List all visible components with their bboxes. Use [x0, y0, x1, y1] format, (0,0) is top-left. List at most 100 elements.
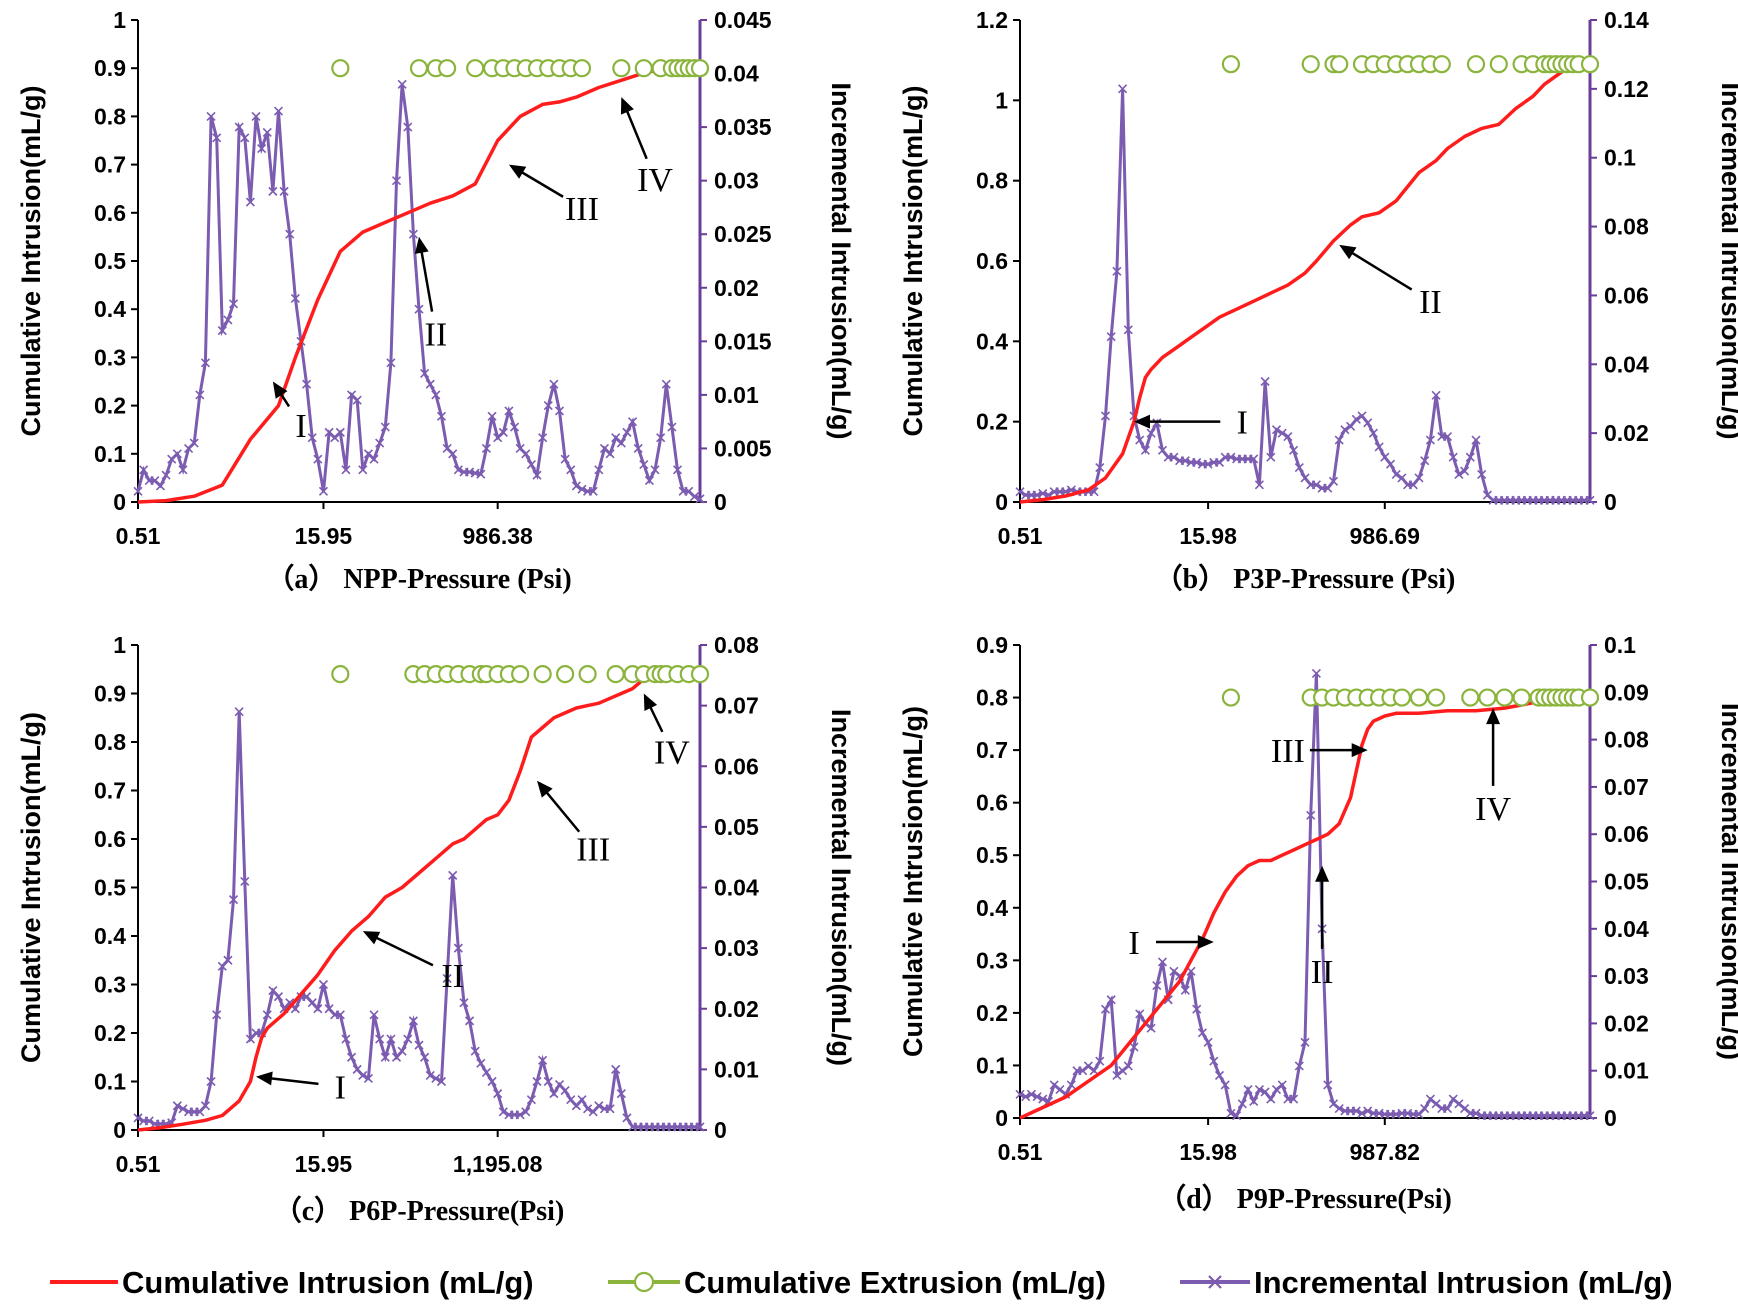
incremental-intrusion-point — [1351, 1106, 1361, 1116]
left-tick-label: 1.2 — [976, 7, 1008, 33]
incremental-intrusion-point — [1157, 957, 1168, 967]
cumulative-extrusion-point — [612, 59, 631, 78]
left-tick-label: 1 — [113, 7, 126, 33]
incremental-intrusion-point — [1448, 452, 1458, 462]
incremental-intrusion-point — [476, 1058, 486, 1068]
incremental-intrusion-point — [1254, 1085, 1264, 1095]
annotation-arrowhead — [256, 1071, 273, 1086]
right-tick-label: 0.01 — [714, 1056, 759, 1082]
left-tick-label: 0.8 — [94, 103, 126, 129]
left-axis-title: Cumulative Intrusion(mL/g) — [898, 86, 928, 437]
incremental-intrusion-point — [1021, 1092, 1031, 1102]
incremental-intrusion-point — [1471, 1108, 1481, 1118]
annotation-arrow — [625, 109, 648, 160]
incremental-intrusion-point — [1015, 1089, 1025, 1099]
incremental-intrusion-point — [369, 1010, 379, 1020]
incremental-intrusion-point — [414, 304, 424, 314]
right-tick-label: 0.04 — [714, 875, 759, 901]
incremental-intrusion-point — [290, 293, 300, 304]
x-tick-label: 0.51 — [998, 523, 1043, 549]
right-tick-label: 0.05 — [1604, 869, 1649, 895]
cumulative-extrusion-point — [438, 59, 457, 78]
left-axis-title: Cumulative Intrusion(mL/g) — [898, 706, 928, 1057]
right-tick-label: 0.08 — [1604, 727, 1649, 753]
incremental-intrusion-point — [397, 79, 407, 89]
incremental-intrusion-point — [1032, 490, 1042, 500]
incremental-intrusion-point — [627, 417, 638, 427]
incremental-intrusion-line — [137, 711, 700, 1129]
left-tick-label: 0.3 — [94, 344, 126, 370]
panel-caption: （a） NPP-Pressure (Psi) — [266, 562, 571, 595]
incremental-intrusion-point — [240, 133, 250, 143]
left-tick-label: 0.1 — [976, 1052, 1008, 1078]
right-tick-label: 0.14 — [1604, 7, 1649, 33]
incremental-intrusion-point — [1323, 1080, 1333, 1090]
incremental-intrusion-point — [234, 122, 244, 132]
left-tick-label: 0.2 — [976, 1000, 1008, 1026]
incremental-intrusion-point — [1197, 1028, 1207, 1038]
right-tick-label: 0.04 — [1604, 916, 1649, 942]
annotation-arrowhead — [1339, 244, 1357, 260]
incremental-intrusion-point — [543, 401, 553, 411]
legend: Cumulative Intrusion (mL/g) Cumulative Ex… — [50, 1265, 1673, 1300]
incremental-intrusion-point — [436, 411, 447, 421]
incremental-intrusion-point — [375, 1034, 385, 1044]
incremental-intrusion-point — [1203, 459, 1213, 469]
incremental-intrusion-point — [442, 973, 452, 984]
incremental-intrusion-point — [1585, 1111, 1595, 1121]
annotation-label: II — [1311, 954, 1334, 991]
incremental-intrusion-point — [420, 368, 430, 379]
incremental-intrusion-point — [526, 1095, 536, 1105]
incremental-intrusion-point — [431, 1073, 441, 1084]
annotation-arrow — [279, 392, 291, 408]
incremental-intrusion-point — [566, 465, 576, 475]
incremental-intrusion-point — [1300, 1037, 1310, 1047]
incremental-intrusion-point — [155, 481, 166, 491]
incremental-intrusion-point — [358, 1070, 368, 1081]
legend-x-marker — [1208, 1275, 1222, 1289]
incremental-intrusion-point — [1095, 1056, 1105, 1066]
incremental-intrusion-point — [139, 465, 149, 475]
incremental-intrusion-point — [504, 406, 514, 416]
incremental-intrusion-point — [695, 1122, 705, 1132]
left-tick-label: 0.5 — [94, 248, 126, 274]
incremental-intrusion-point — [526, 459, 536, 470]
incremental-intrusion-point — [251, 111, 261, 121]
incremental-intrusion-point — [279, 186, 289, 196]
incremental-intrusion-point — [538, 433, 548, 443]
incremental-intrusion-point — [1357, 1108, 1367, 1118]
incremental-intrusion-point — [560, 1086, 570, 1096]
incremental-intrusion-point — [302, 379, 312, 389]
incremental-intrusion-point — [509, 422, 520, 432]
left-tick-label: 0.6 — [976, 248, 1008, 274]
left-tick-label: 0.3 — [976, 947, 1008, 973]
incremental-intrusion-point — [1465, 452, 1475, 462]
right-tick-label: 0.03 — [714, 168, 759, 194]
incremental-intrusion-point — [498, 1107, 508, 1117]
right-tick-label: 0.07 — [1604, 774, 1649, 800]
incremental-intrusion-point — [1585, 495, 1595, 505]
incremental-intrusion-point — [633, 443, 643, 454]
annotation-label: I — [295, 408, 306, 445]
incremental-intrusion-point — [1306, 810, 1316, 820]
right-tick-label: 0.08 — [714, 632, 759, 658]
left-tick-label: 0.1 — [94, 441, 126, 467]
incremental-intrusion-point — [408, 1016, 418, 1026]
annotation-label: III — [1271, 733, 1305, 770]
incremental-intrusion-point — [1169, 452, 1179, 462]
incremental-intrusion-point — [481, 443, 492, 454]
right-tick-label: 0.06 — [1604, 821, 1649, 847]
incremental-intrusion-point — [571, 481, 581, 491]
incremental-intrusion-point — [493, 1089, 503, 1099]
incremental-intrusion-point — [1334, 435, 1344, 445]
incremental-intrusion-point — [1232, 1111, 1242, 1121]
left-tick-label: 0.3 — [94, 972, 126, 998]
incremental-intrusion-point — [1038, 1094, 1048, 1104]
incremental-intrusion-point — [1431, 390, 1441, 400]
incremental-intrusion-point — [206, 111, 216, 121]
left-tick-label: 0.9 — [94, 55, 126, 81]
incremental-intrusion-point — [476, 469, 486, 479]
incremental-intrusion-point — [1368, 428, 1378, 438]
left-tick-label: 1 — [995, 87, 1008, 113]
right-tick-label: 0 — [714, 489, 727, 515]
